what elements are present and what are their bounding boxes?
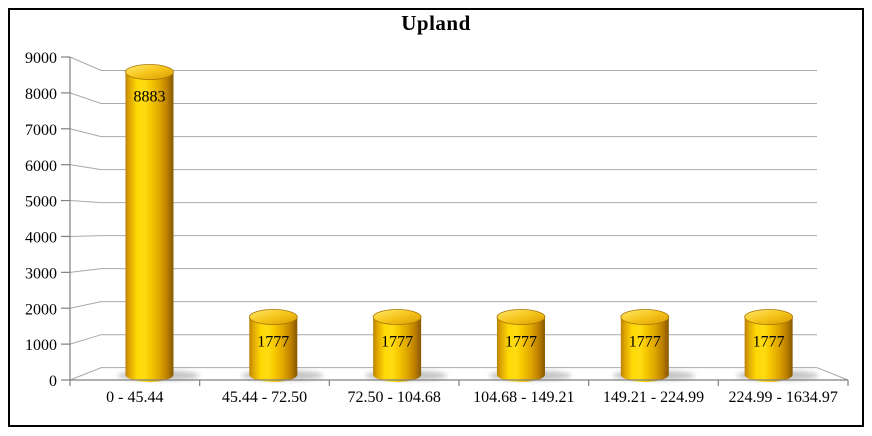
y-tick-label: 6000 <box>25 158 57 175</box>
bar-data-label: 1777 <box>505 334 537 351</box>
bar-cylinder-body <box>744 317 793 375</box>
bar-cylinder-body <box>620 317 669 375</box>
bar-cylinder-top <box>496 309 546 325</box>
bar-cylinder-top <box>125 64 174 80</box>
bar-cylinder-top <box>744 309 794 325</box>
y-tick-label: 4000 <box>25 230 57 247</box>
bar-data-label: 8883 <box>133 89 165 106</box>
y-tick-label: 1000 <box>25 337 57 354</box>
y-gridline <box>69 235 817 237</box>
category-label: 104.68 - 149.21 <box>473 389 574 406</box>
y-gridline <box>69 301 817 309</box>
y-tick-label: 8000 <box>25 86 57 103</box>
y-tick-label: 3000 <box>25 265 57 282</box>
y-gridline <box>69 56 817 71</box>
bar-cylinder-top <box>248 309 298 325</box>
category-label: 45.44 - 72.50 <box>222 389 307 406</box>
bar-cylinder-top <box>620 309 670 325</box>
category-label: 149.21 - 224.99 <box>603 389 704 406</box>
chart-border <box>8 8 864 427</box>
y-gridline <box>69 268 817 273</box>
bar-data-label: 1777 <box>629 334 661 351</box>
bar-data-label: 1777 <box>753 334 785 351</box>
bar-cylinder-top <box>372 309 422 325</box>
y-gridline <box>69 128 817 138</box>
y-tick-label: 5000 <box>25 194 57 211</box>
y-tick-label: 7000 <box>25 122 57 139</box>
y-tick-label: 9000 <box>25 50 57 67</box>
y-tick-label: 0 <box>49 373 57 390</box>
y-tick-label: 2000 <box>25 301 57 318</box>
bar-cylinder-body <box>373 317 422 375</box>
bar-cylinder-body <box>125 72 174 375</box>
bar-cylinder-body <box>249 317 298 375</box>
category-label: 72.50 - 104.68 <box>348 389 441 406</box>
bar-data-label: 1777 <box>257 334 289 351</box>
category-label: 224.99 - 1634.97 <box>729 389 838 406</box>
bar-data-label: 1777 <box>381 334 413 351</box>
chart-title: Upland <box>401 11 471 35</box>
bar-cylinder-body <box>496 317 545 375</box>
y-gridline <box>69 92 817 104</box>
y-gridline <box>69 200 817 204</box>
y-gridline <box>69 164 817 171</box>
y-gridline <box>69 334 817 345</box>
category-label: 0 - 45.44 <box>106 389 163 406</box>
